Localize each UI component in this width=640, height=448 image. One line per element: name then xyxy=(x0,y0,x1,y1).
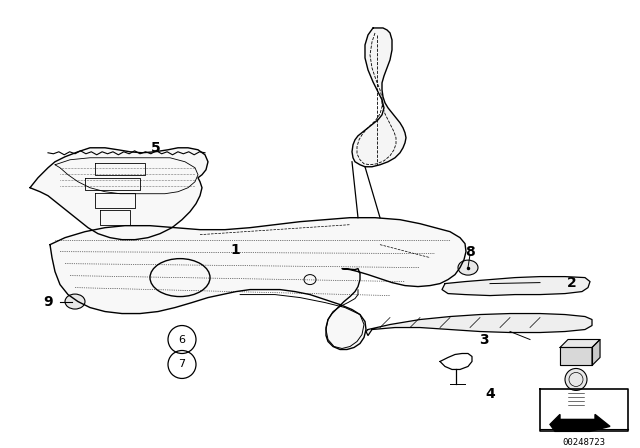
Text: 00248723: 00248723 xyxy=(563,438,605,447)
Text: 3: 3 xyxy=(479,332,489,346)
Polygon shape xyxy=(352,28,406,167)
Text: 9: 9 xyxy=(43,295,53,309)
Polygon shape xyxy=(50,218,466,349)
Text: 7: 7 xyxy=(179,359,186,370)
Text: 2: 2 xyxy=(567,276,577,289)
Text: 5: 5 xyxy=(151,141,161,155)
Ellipse shape xyxy=(65,294,85,309)
Ellipse shape xyxy=(565,368,587,391)
Polygon shape xyxy=(442,276,590,296)
Polygon shape xyxy=(30,148,208,240)
Polygon shape xyxy=(560,348,592,366)
Polygon shape xyxy=(366,314,592,336)
Text: 1: 1 xyxy=(230,243,240,257)
Polygon shape xyxy=(550,414,610,431)
Ellipse shape xyxy=(458,260,478,275)
Text: 6: 6 xyxy=(179,335,186,345)
Text: 8: 8 xyxy=(465,245,475,258)
Text: 4: 4 xyxy=(485,388,495,401)
Polygon shape xyxy=(560,340,600,348)
Polygon shape xyxy=(592,340,600,366)
